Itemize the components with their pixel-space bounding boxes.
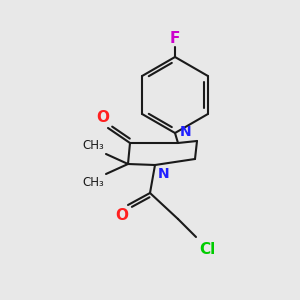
Text: N: N [158,167,169,181]
Text: CH₃: CH₃ [82,176,104,189]
Text: O: O [97,110,110,125]
Text: Cl: Cl [199,242,215,257]
Text: N: N [180,125,192,139]
Text: O: O [116,208,128,223]
Text: CH₃: CH₃ [82,139,104,152]
Text: F: F [170,31,180,46]
